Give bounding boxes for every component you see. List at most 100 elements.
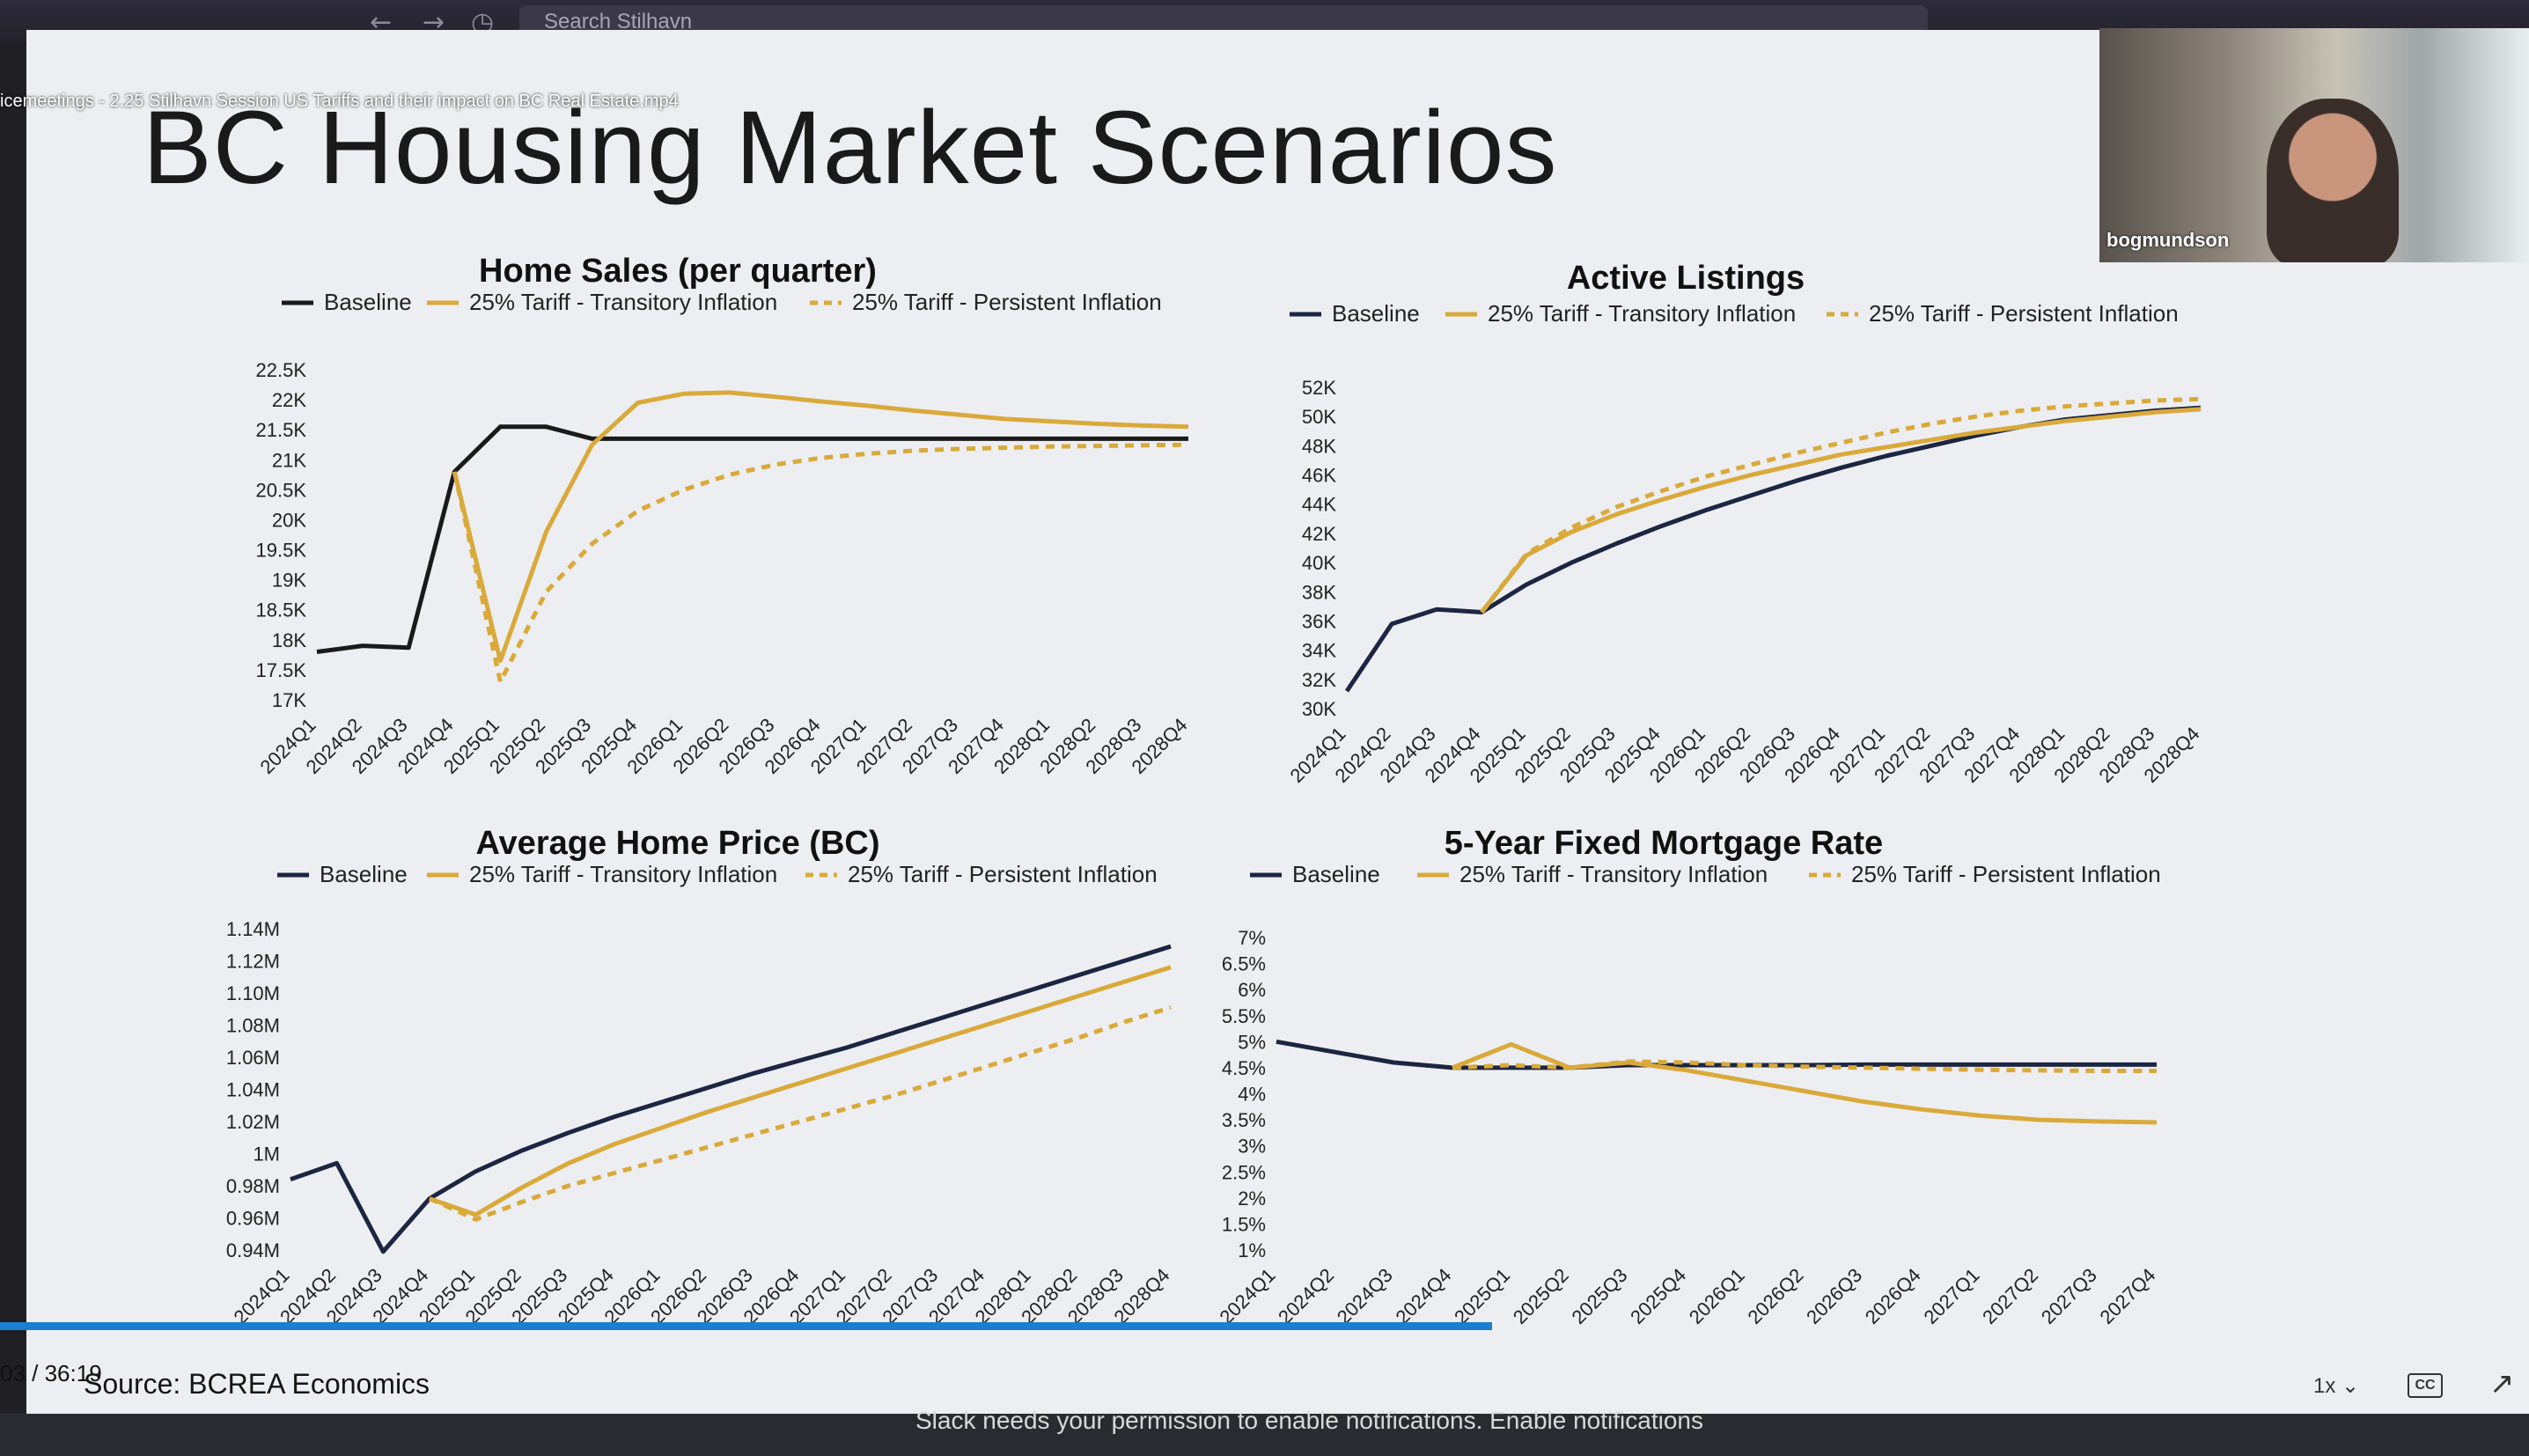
- page-title: BC Housing Market Scenarios: [143, 90, 1558, 206]
- legend-label: 25% Tariff - Persistent Inflation: [852, 289, 1162, 315]
- y-tick-label: 21.5K: [256, 419, 307, 441]
- series-line-transitory: [429, 965, 1172, 1217]
- chart-title: 5-Year Fixed Mortgage Rate: [1445, 825, 1883, 862]
- series-line-baseline: [316, 424, 1188, 654]
- y-tick-label: 50K: [1302, 406, 1336, 428]
- y-tick-label: 19K: [272, 570, 306, 592]
- y-tick-label: 2.5%: [1222, 1161, 1266, 1183]
- y-tick-label: 52K: [1302, 377, 1336, 399]
- y-tick-label: 40K: [1302, 552, 1336, 574]
- y-tick-label: 22.5K: [256, 359, 307, 381]
- legend-label: 25% Tariff - Transitory Inflation: [1488, 300, 1796, 327]
- legend-label: 25% Tariff - Persistent Inflation: [1869, 300, 2179, 327]
- playback-speed-button[interactable]: 1x ⌄: [2313, 1374, 2360, 1398]
- series-line-persistent: [452, 442, 1189, 684]
- y-tick-label: 22K: [272, 389, 306, 411]
- x-tick-label: 2025Q3: [1567, 1264, 1631, 1328]
- video-progress-bar[interactable]: [0, 1322, 1493, 1330]
- x-tick-label: 2027Q2: [1978, 1264, 2042, 1328]
- y-tick-label: 0.98M: [226, 1175, 280, 1197]
- y-tick-label: 1.06M: [226, 1047, 280, 1069]
- closed-captions-button[interactable]: CC: [2408, 1373, 2443, 1398]
- y-tick-label: 0.94M: [226, 1239, 280, 1261]
- x-tick-label: 2025Q2: [1509, 1264, 1573, 1328]
- y-tick-label: 17.5K: [256, 659, 307, 681]
- y-tick-label: 5%: [1238, 1031, 1266, 1053]
- y-tick-label: 32K: [1302, 669, 1336, 691]
- y-tick-label: 1.04M: [226, 1079, 280, 1101]
- participant-name: bogmundson: [2106, 229, 2230, 251]
- chart-active-listings: Active Listings Baseline 25% Tariff - Tran…: [1285, 260, 2203, 787]
- y-tick-label: 46K: [1302, 465, 1336, 487]
- legend-label: 25% Tariff - Transitory Inflation: [469, 289, 777, 315]
- y-tick-label: 1.08M: [226, 1015, 280, 1037]
- y-tick-label: 0.96M: [226, 1208, 280, 1230]
- y-tick-label: 2%: [1238, 1188, 1266, 1210]
- y-tick-label: 34K: [1302, 640, 1336, 662]
- x-tick-label: 2027Q4: [2095, 1264, 2159, 1328]
- y-tick-label: 48K: [1302, 435, 1336, 457]
- legend-label: 25% Tariff - Transitory Inflation: [1459, 861, 1768, 887]
- x-tick-label: 2026Q1: [1685, 1264, 1749, 1328]
- expand-icon[interactable]: ↗: [2489, 1366, 2515, 1401]
- x-tick-label: 2026Q3: [1802, 1264, 1866, 1328]
- y-tick-label: 1M: [253, 1143, 280, 1166]
- series-line-persistent: [428, 1005, 1172, 1222]
- y-tick-label: 3.5%: [1222, 1109, 1266, 1131]
- legend-label: 25% Tariff - Persistent Inflation: [848, 861, 1158, 887]
- y-tick-label: 4.5%: [1222, 1057, 1266, 1079]
- y-tick-label: 18.5K: [256, 599, 307, 621]
- notification-bar: [0, 1414, 2529, 1456]
- video-filename: icemeetings - 2.25 Stilhavn Session US T…: [0, 92, 679, 111]
- y-tick-label: 20K: [272, 509, 306, 531]
- series-line-transitory: [452, 390, 1189, 664]
- y-tick-label: 20.5K: [256, 479, 307, 501]
- x-tick-label: 2027Q3: [2037, 1264, 2101, 1328]
- y-tick-label: 30K: [1302, 698, 1336, 720]
- y-tick-label: 17K: [272, 689, 306, 711]
- y-tick-label: 1.14M: [226, 918, 280, 940]
- chart-average-home-price: Average Home Price (BC) Baseline 25% Tarif…: [226, 825, 1174, 1328]
- participant-video: [2267, 99, 2399, 262]
- y-tick-label: 19.5K: [256, 540, 307, 562]
- video-time: 03 / 36:19: [0, 1360, 102, 1386]
- x-tick-label: 2025Q1: [1450, 1264, 1514, 1328]
- y-tick-label: 1.10M: [226, 982, 280, 1004]
- webcam-tile[interactable]: bogmundson: [2099, 28, 2529, 262]
- chart-mortgage-rate: 5-Year Fixed Mortgage Rate Baseline 25% Ta…: [1215, 825, 2161, 1328]
- series-line-persistent: [1452, 1059, 2157, 1073]
- y-tick-label: 44K: [1302, 494, 1336, 516]
- series-line-baseline: [1344, 405, 2202, 693]
- notification-text[interactable]: Slack needs your permission to enable no…: [915, 1407, 1703, 1434]
- y-tick-label: 1.12M: [226, 951, 280, 973]
- series-line-persistent: [1480, 396, 2202, 614]
- legend-label: Baseline: [320, 861, 408, 887]
- y-tick-label: 21K: [272, 449, 306, 471]
- x-tick-label: 2024Q1: [1215, 1264, 1279, 1328]
- legend-label: 25% Tariff - Persistent Inflation: [1851, 861, 2161, 887]
- chart-title: Average Home Price (BC): [476, 825, 880, 862]
- x-tick-label: 2026Q4: [1861, 1264, 1925, 1328]
- x-tick-label: 2024Q4: [1391, 1264, 1455, 1328]
- y-tick-label: 42K: [1302, 523, 1336, 545]
- x-tick-label: 2024Q2: [1274, 1264, 1338, 1328]
- y-tick-label: 6.5%: [1222, 953, 1266, 975]
- slide-source: Source: BCREA Economics: [84, 1368, 430, 1400]
- legend-label: Baseline: [1292, 861, 1380, 887]
- chart-title: Active Listings: [1567, 260, 1805, 297]
- legend-label: Baseline: [324, 289, 412, 315]
- y-tick-label: 4%: [1238, 1084, 1266, 1106]
- speed-label: 1x: [2313, 1374, 2336, 1398]
- y-tick-label: 6%: [1238, 979, 1266, 1001]
- y-tick-label: 7%: [1238, 927, 1266, 949]
- x-tick-label: 2025Q4: [1626, 1264, 1690, 1328]
- legend-label: Baseline: [1332, 300, 1420, 327]
- series-line-transitory: [1480, 407, 2202, 614]
- chart-title: Home Sales (per quarter): [479, 253, 877, 290]
- y-tick-label: 18K: [272, 629, 306, 651]
- y-tick-label: 36K: [1302, 610, 1336, 632]
- y-tick-label: 5.5%: [1222, 1005, 1266, 1027]
- chart-home-sales: Home Sales (per quarter) Baseline 25% Tari…: [255, 253, 1191, 778]
- y-tick-label: 1.5%: [1222, 1213, 1266, 1235]
- x-tick-label: 2026Q2: [1743, 1264, 1807, 1328]
